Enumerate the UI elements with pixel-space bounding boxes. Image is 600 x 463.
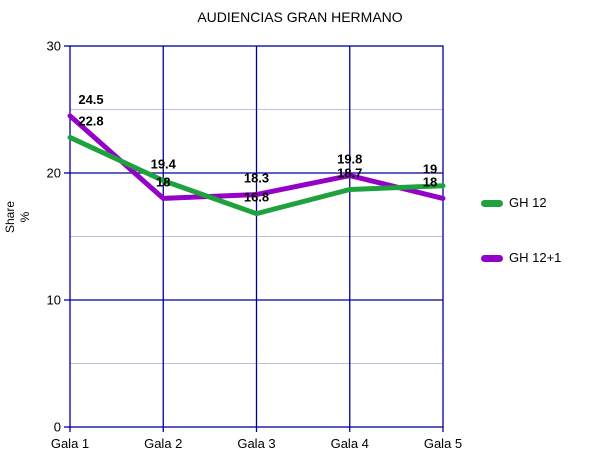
legend-swatch-gh-12 [481,199,503,207]
legend-label-gh-12: GH 12 [509,195,547,210]
legend-label-gh-12plus1: GH 12+1 [509,250,562,265]
data-label: 18.3 [244,171,269,186]
data-label: 16.8 [244,190,269,205]
legend-item-gh-12: GH 12 [481,196,561,210]
y-axis-tick-label: 10 [47,293,61,308]
series-line-gh-12 [67,134,446,217]
y-axis-tick-label: 30 [47,39,61,54]
data-label: 18.7 [337,166,362,181]
legend-item-gh-12plus1: GH 12+1 [481,251,561,265]
series-line-gh-12plus1 [67,113,446,201]
x-axis-tick-label: Gala 2 [144,436,182,451]
x-axis-tick-label: Gala 1 [51,436,89,451]
data-label: 19.4 [151,157,177,172]
x-axis-tick-label: Gala 3 [237,436,275,451]
legend-swatch-gh-12plus1 [481,254,503,262]
data-label: 19.8 [337,152,362,167]
x-axis-tick-label: Gala 4 [331,436,369,451]
data-label: 22.8 [78,113,103,128]
data-label: 19 [423,162,437,177]
x-axis-tick-label: Gala 5 [424,436,462,451]
y-axis-tick-label: 0 [54,420,61,435]
y-axis-tick-label: 20 [47,166,61,181]
data-label: 24.5 [78,92,103,107]
data-label: 18 [156,174,170,189]
legend: GH 12 GH 12+1 [481,196,561,265]
data-label: 18 [423,174,437,189]
chart-title: AUDIENCIAS GRAN HERMANO [197,9,403,25]
